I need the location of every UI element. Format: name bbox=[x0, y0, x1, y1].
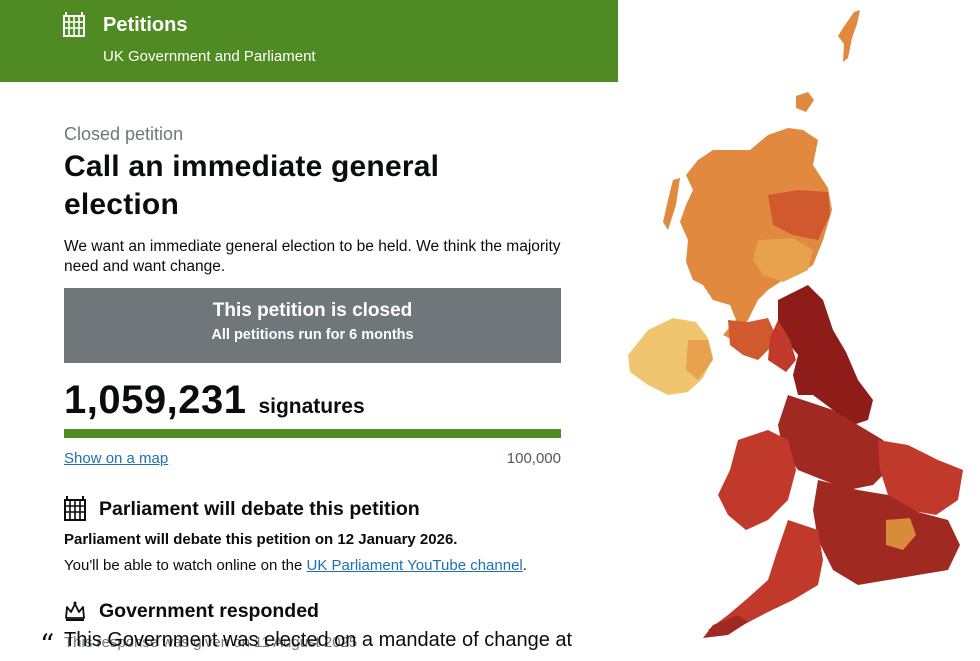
government-section-heading: Government responded bbox=[64, 598, 561, 624]
show-on-map-link[interactable]: Show on a map bbox=[64, 450, 169, 467]
portcullis-icon bbox=[63, 12, 85, 37]
debate-section-heading: Parliament will debate this petition bbox=[64, 496, 561, 522]
map-region-east-anglia bbox=[878, 440, 963, 515]
map-region-wales bbox=[718, 430, 796, 530]
crown-icon bbox=[65, 601, 85, 621]
map-region-midlands bbox=[778, 395, 893, 490]
debate-threshold: 100,000 bbox=[506, 450, 561, 467]
map-region-england-north bbox=[778, 285, 873, 425]
map-region-northern-ireland bbox=[628, 318, 713, 395]
map-region-orkney bbox=[796, 92, 814, 112]
signature-progress-bar bbox=[64, 429, 561, 438]
signature-count: 1,059,231 bbox=[64, 378, 247, 422]
map-region-scotland-central bbox=[753, 238, 813, 282]
map-region-scotland bbox=[680, 128, 832, 340]
closed-notice-heading: This petition is closed bbox=[212, 300, 413, 321]
signature-count-row: 1,059,231 signatures bbox=[64, 378, 561, 424]
youtube-channel-link[interactable]: UK Parliament YouTube channel bbox=[306, 557, 523, 574]
uk-signature-map[interactable] bbox=[618, 0, 980, 653]
signature-label: signatures bbox=[258, 395, 365, 418]
quote-mark: “ bbox=[40, 628, 55, 661]
response-date: This response was given on 11 August 202… bbox=[64, 634, 358, 651]
watch-prefix: You'll be able to watch online on the bbox=[64, 557, 307, 574]
petition-description: We want an immediate general election to… bbox=[64, 238, 561, 275]
map-region-scotland-sw bbox=[728, 318, 778, 360]
map-region-hebrides bbox=[663, 178, 680, 230]
map-region-ni-east bbox=[686, 340, 713, 380]
map-region-london bbox=[886, 518, 916, 550]
map-region-south-west bbox=[708, 520, 823, 635]
map-region-shetland bbox=[838, 10, 860, 62]
government-heading: Government responded bbox=[99, 599, 319, 622]
debate-date: Parliament will debate this petition on … bbox=[64, 531, 458, 548]
signature-progress-fill bbox=[64, 429, 561, 438]
site-subtitle: UK Government and Parliament bbox=[103, 48, 316, 65]
portcullis-icon bbox=[64, 496, 86, 521]
debate-heading: Parliament will debate this petition bbox=[99, 497, 420, 520]
map-region-cumbria bbox=[768, 320, 796, 372]
government-response-quote: This Government was elected on a mandate… bbox=[64, 629, 573, 651]
watch-online-text: You'll be able to watch online on the UK… bbox=[64, 557, 561, 574]
petition-title: Call an immediate general election bbox=[64, 150, 440, 221]
watch-suffix: . bbox=[522, 557, 527, 574]
map-region-scotland-ne bbox=[768, 190, 830, 240]
closed-notice-detail: All petitions run for 6 months bbox=[211, 327, 414, 343]
site-title-link[interactable]: Petitions bbox=[103, 14, 188, 36]
petition-closed-notice: This petition is closed All petitions ru… bbox=[64, 288, 561, 363]
petition-content: Closed petition Call an immediate genera… bbox=[64, 122, 561, 651]
map-link-row: Show on a map 100,000 bbox=[64, 450, 561, 467]
map-region-cornwall bbox=[703, 615, 748, 638]
petition-status-caption: Closed petition bbox=[64, 124, 184, 144]
site-header: Petitions UK Government and Parliament bbox=[0, 0, 618, 82]
